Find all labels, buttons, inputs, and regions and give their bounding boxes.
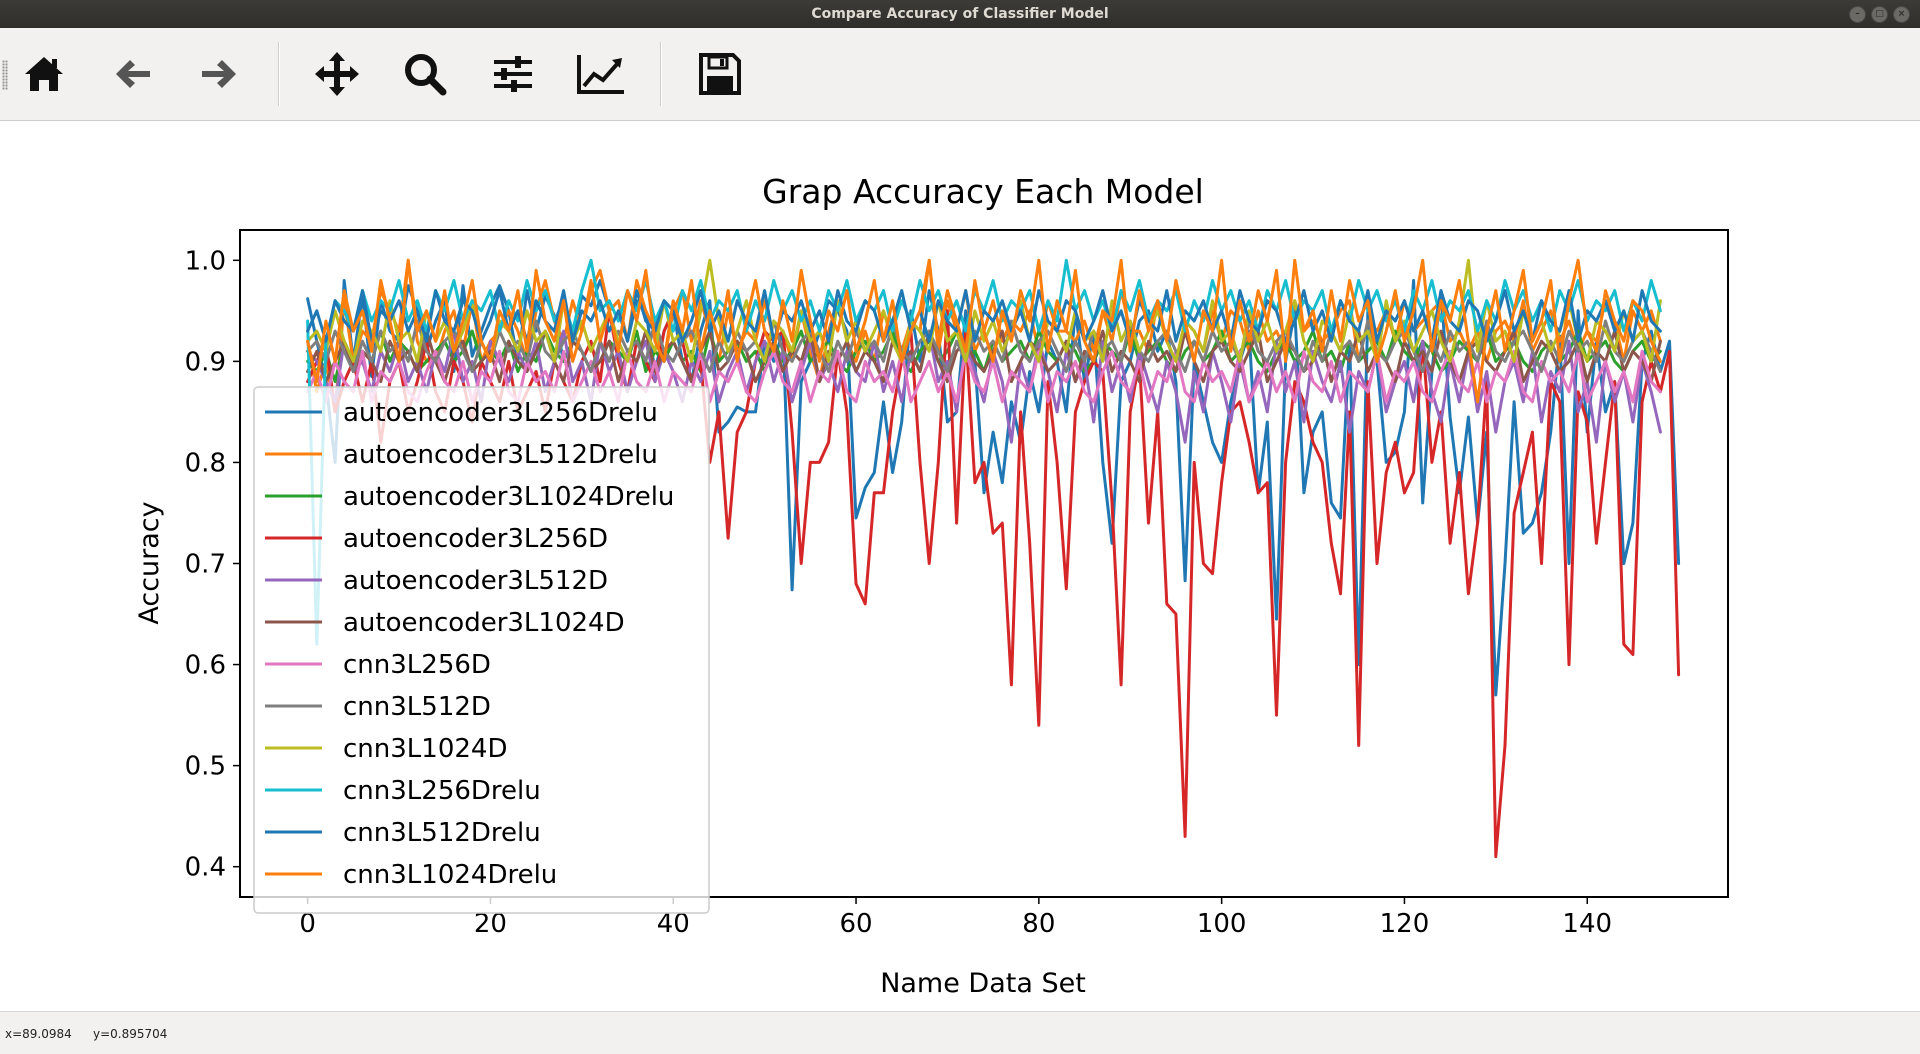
x-axis-label: Name Data Set [880, 968, 1086, 999]
navigation-toolbar [0, 28, 1920, 121]
status-bar: x=89.0984 y=0.895704 [0, 1011, 1920, 1054]
forward-button[interactable] [192, 48, 248, 100]
series-line-cnn3L1024Drelu [306, 258, 1662, 404]
toolbar-separator [660, 42, 661, 106]
minimize-icon[interactable]: – [1849, 6, 1866, 23]
series-line-autoencoder3L512D [306, 329, 1662, 444]
series-layer [306, 258, 1681, 859]
chart-title: Grap Accuracy Each Model [762, 172, 1204, 211]
legend-label: autoencoder3L1024Drelu [343, 482, 674, 512]
toolbar-grip[interactable] [2, 60, 8, 90]
legend-label: autoencoder3L512Drelu [343, 440, 658, 470]
magnifier-icon [405, 54, 447, 96]
y-tick-label: 0.8 [185, 448, 226, 478]
window-controls: – □ × [1849, 6, 1910, 23]
move-icon [315, 52, 359, 96]
sliders-icon [494, 56, 532, 92]
y-axis-label: Accuracy [134, 501, 165, 624]
x-tick-label: 80 [1022, 909, 1055, 939]
zoom-button[interactable] [397, 48, 453, 100]
edit-axis-button[interactable] [573, 48, 629, 100]
y-tick-label: 1.0 [185, 246, 226, 276]
y-tick-label: 0.9 [185, 347, 226, 377]
x-tick-label: 120 [1380, 909, 1430, 939]
x-tick-label: 0 [299, 909, 316, 939]
arrow-left-icon [116, 60, 150, 88]
toolbar-separator [278, 42, 279, 106]
series-line-autoencoder3L256D [306, 309, 1681, 859]
home-button[interactable] [16, 48, 72, 100]
configure-subplots-button[interactable] [485, 48, 541, 100]
legend-label: cnn3L1024D [343, 734, 507, 764]
legend-box [253, 386, 710, 914]
legend-label: autoencoder3L256Drelu [343, 398, 658, 428]
x-tick-label: 40 [657, 909, 690, 939]
pan-button[interactable] [309, 48, 365, 100]
legend-label: cnn3L512Drelu [343, 818, 541, 848]
series-line-cnn3L256D [306, 349, 1662, 404]
series-line-autoencoder3L1024D [306, 329, 1662, 384]
legend-label: cnn3L1024Drelu [343, 860, 557, 890]
legend-label: autoencoder3L512D [343, 566, 608, 596]
legend-label: cnn3L512D [343, 692, 491, 722]
legend-label: autoencoder3L1024D [343, 608, 625, 638]
home-icon [25, 57, 63, 91]
y-tick-label: 0.6 [185, 651, 226, 681]
y-tick-label: 0.7 [185, 550, 226, 580]
legend-label: cnn3L256Drelu [343, 776, 541, 806]
series-line-cnn3L512Drelu [306, 289, 1662, 343]
cursor-y-readout: y=0.895704 [93, 1027, 168, 1041]
figure-canvas[interactable]: Grap Accuracy Each Model 0 20 40 60 80 100 120… [0, 121, 1920, 1011]
y-tick-label: 0.4 [185, 853, 226, 883]
accuracy-line-chart: Grap Accuracy Each Model 0 20 40 60 80 100 120… [134, 172, 1729, 999]
arrow-right-icon [202, 60, 236, 88]
close-icon[interactable]: × [1893, 6, 1910, 23]
ticks-layer: 0 20 40 60 80 100 120 140 0.4 0.5 0.6 0.7 0.8 0.9 1.0 [185, 246, 1612, 939]
legend-label: cnn3L256D [343, 650, 491, 680]
x-tick-label: 60 [839, 909, 872, 939]
maximize-icon[interactable]: □ [1871, 6, 1888, 23]
back-button[interactable] [104, 48, 160, 100]
floppy-disk-icon [699, 53, 741, 95]
x-tick-label: 20 [474, 909, 507, 939]
series-line-autoencoder3L256Drelu [306, 279, 1681, 697]
save-button[interactable] [692, 48, 748, 100]
legend-label: autoencoder3L256D [343, 524, 608, 554]
y-tick-label: 0.5 [185, 752, 226, 782]
legend: autoencoder3L256Drelu autoencoder3L512Dre… [253, 386, 710, 914]
window-title: Compare Accuracy of Classifier Model [811, 6, 1109, 22]
cursor-x-readout: x=89.0984 [5, 1027, 72, 1041]
window-titlebar: Compare Accuracy of Classifier Model – □… [0, 0, 1920, 28]
x-tick-label: 100 [1197, 909, 1247, 939]
x-tick-label: 140 [1562, 909, 1612, 939]
line-chart-icon [577, 55, 624, 94]
